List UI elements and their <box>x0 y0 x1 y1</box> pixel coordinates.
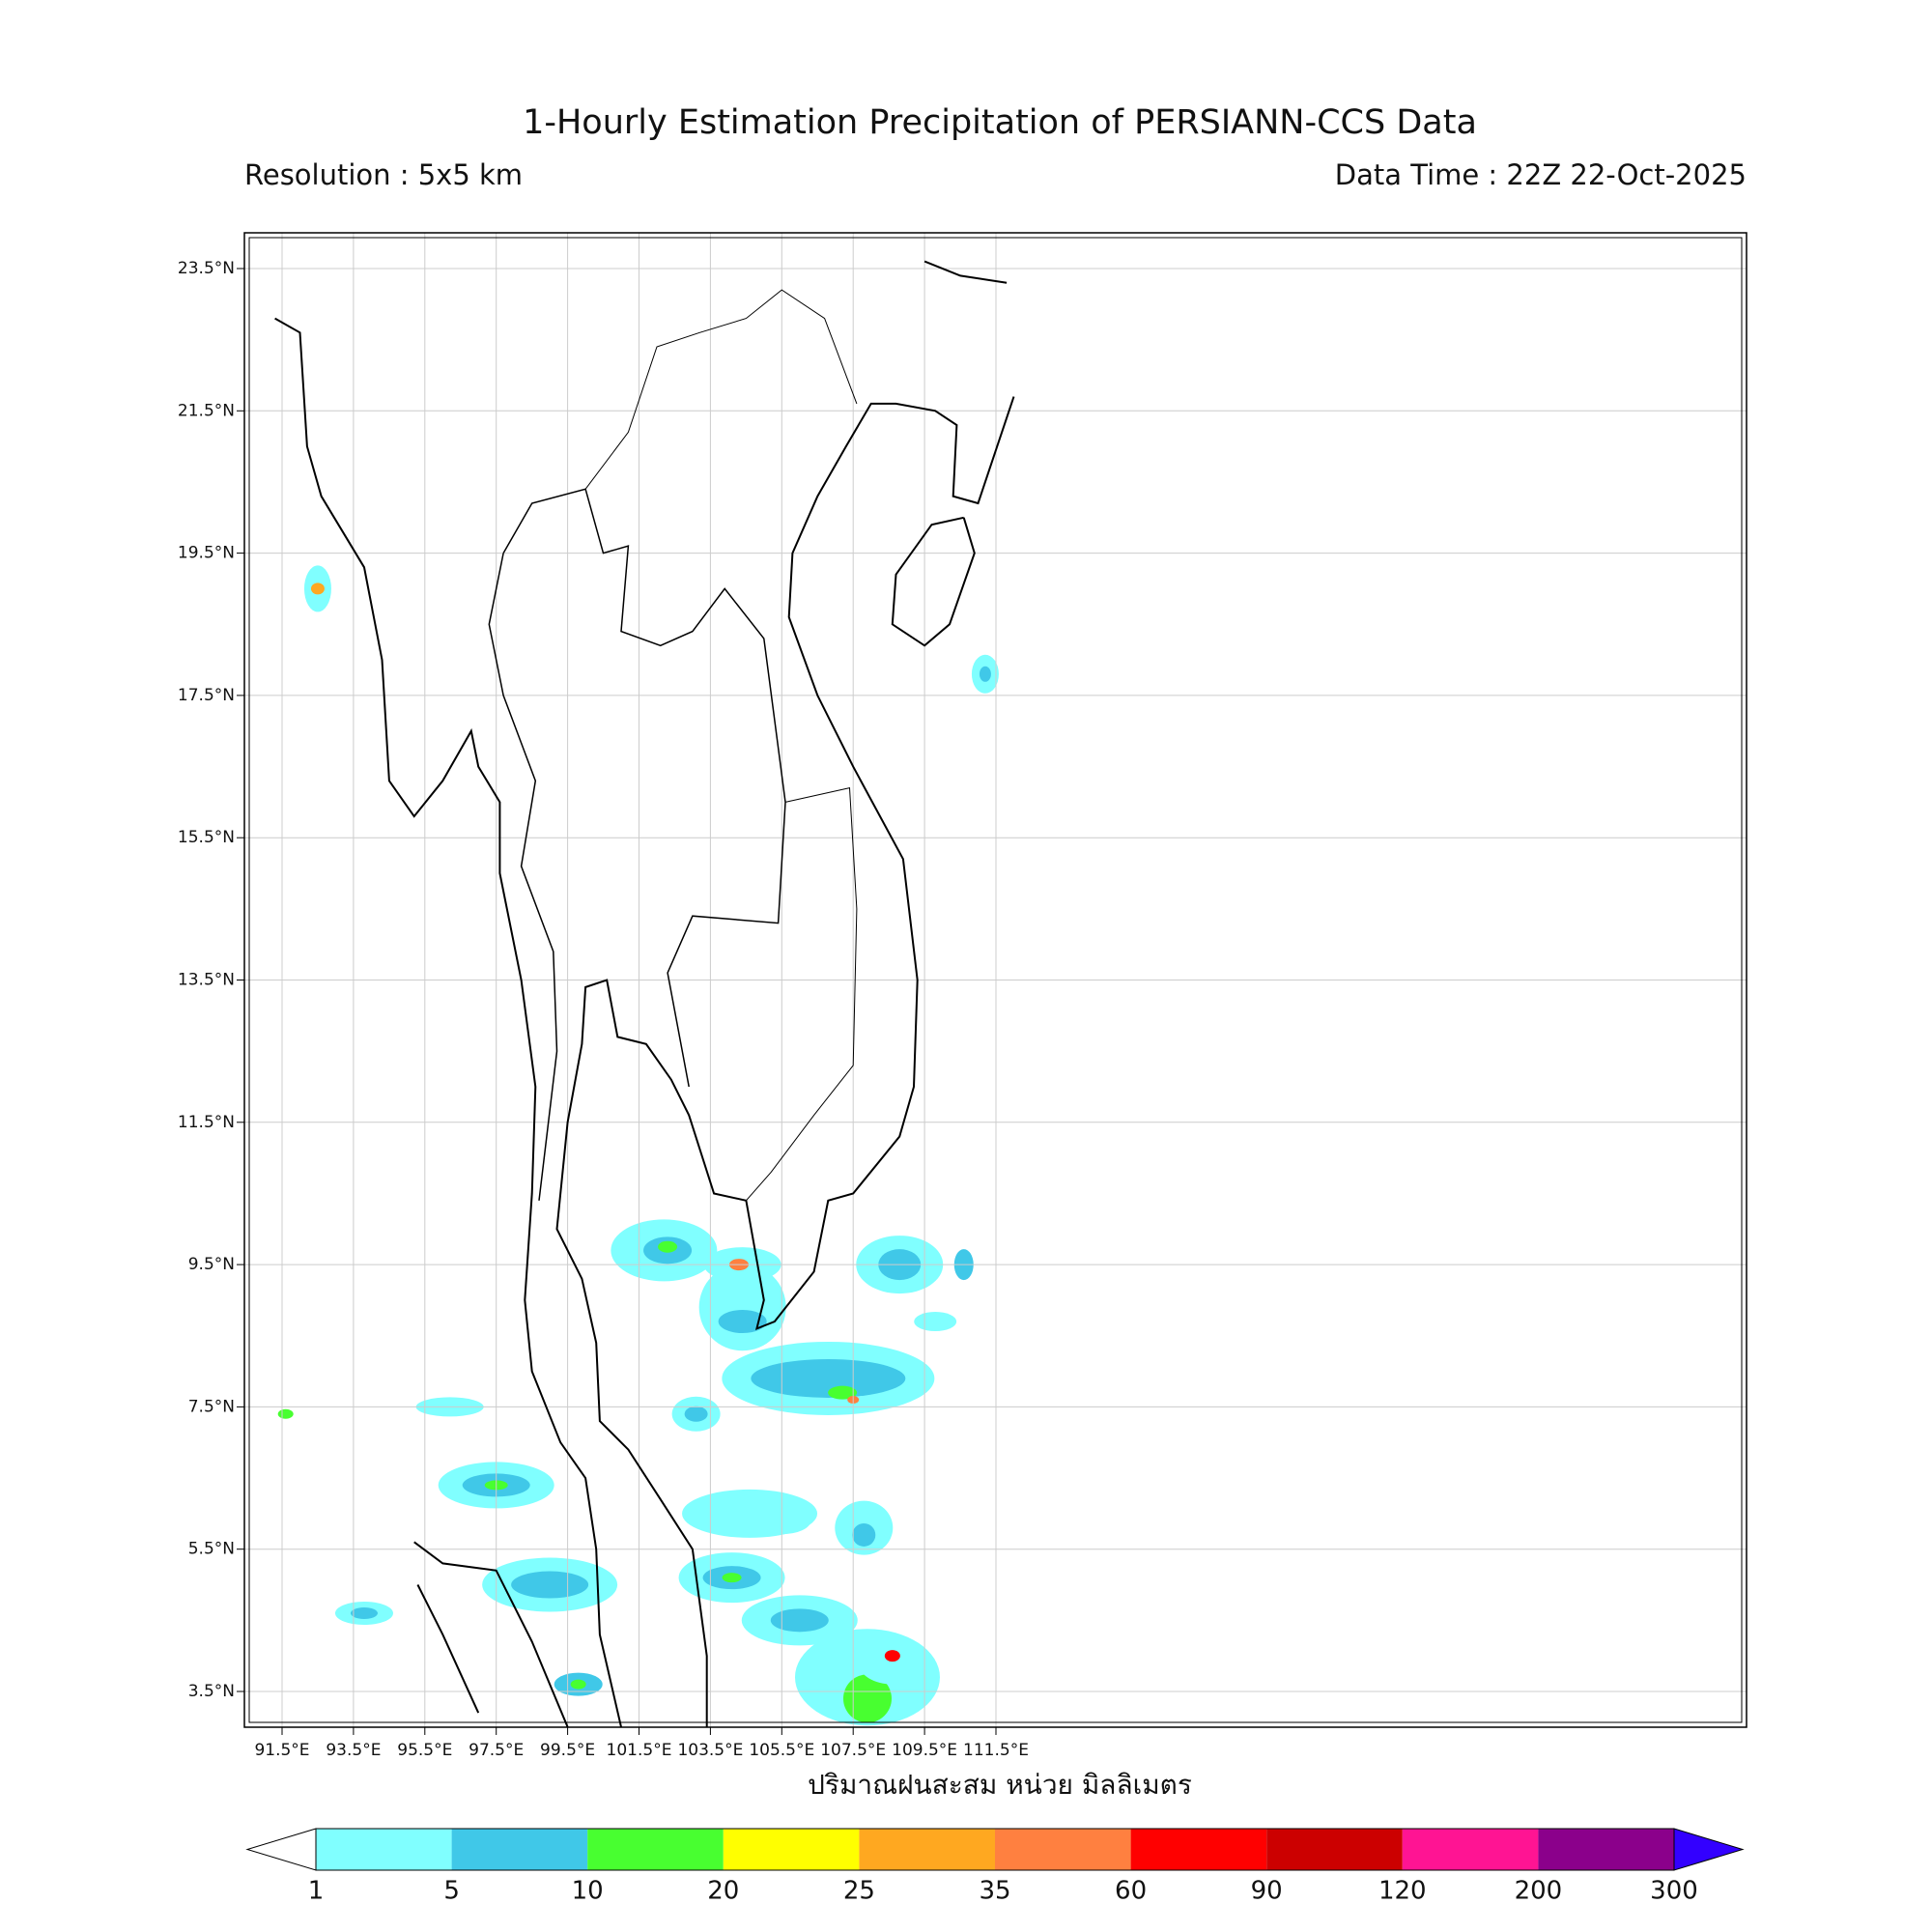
coastline <box>274 317 622 1727</box>
precip-area <box>722 1573 742 1583</box>
lon-tick-label: 93.5°E <box>326 1741 381 1760</box>
x-axis-label: ปริมาณฝนสะสม หน่วย มิลลิเมตร <box>808 1769 1192 1801</box>
map-area <box>244 233 1747 1727</box>
colorbar-label: 90 <box>1251 1877 1283 1906</box>
border <box>502 488 786 1088</box>
lat-tick-label: 13.5°N <box>178 971 235 990</box>
colorbar-label: 10 <box>572 1877 604 1906</box>
resolution: Resolution : 5x5 km <box>244 158 523 191</box>
colorbar-under <box>245 1828 317 1871</box>
lon-tick-label: 109.5°E <box>892 1741 957 1760</box>
precip-area <box>718 1310 767 1334</box>
lat-tick-label: 3.5°N <box>188 1682 235 1701</box>
colorbar-segment <box>451 1829 588 1870</box>
precip-area <box>852 1522 876 1547</box>
colorbar-label: 5 <box>443 1877 460 1906</box>
precip-area <box>979 666 991 682</box>
precip-area <box>858 1641 926 1685</box>
colorbar-label: 300 <box>1650 1877 1698 1906</box>
precip-area <box>751 1358 906 1398</box>
precip-area <box>884 1650 900 1662</box>
lon-tick-label: 111.5°E <box>963 1741 1029 1760</box>
colorbar-label: 200 <box>1515 1877 1563 1906</box>
coastline <box>416 1584 480 1714</box>
lon-tick-label: 101.5°E <box>607 1741 672 1760</box>
map-inner-frame <box>248 237 1743 1723</box>
precip-area <box>914 1312 957 1332</box>
precip-area <box>658 1240 678 1253</box>
colorbar-frame <box>315 1828 1675 1871</box>
colorbar-segment <box>1538 1829 1674 1870</box>
lat-tick-label: 17.5°N <box>178 686 235 705</box>
colorbar-segment <box>1266 1829 1403 1870</box>
title: 1-Hourly Estimation Precipitation of PER… <box>523 103 1477 142</box>
colorbar-segment <box>859 1829 995 1870</box>
colorbar-label: 35 <box>979 1877 1010 1906</box>
coastline <box>923 260 1008 284</box>
colorbar-label: 60 <box>1115 1877 1147 1906</box>
colorbar-over <box>1673 1828 1745 1871</box>
precip-area <box>842 1674 892 1723</box>
coastline <box>555 396 1015 1727</box>
coastline <box>413 1541 569 1727</box>
colorbar-label: 1 <box>308 1877 325 1906</box>
lon-tick-label: 91.5°E <box>254 1741 309 1760</box>
border <box>488 553 558 1201</box>
colorbar-segment <box>1130 1829 1267 1870</box>
colorbar-label: 25 <box>843 1877 875 1906</box>
lat-tick-label: 5.5°N <box>188 1540 235 1559</box>
lat-tick-label: 9.5°N <box>188 1255 235 1274</box>
lon-tick-label: 99.5°E <box>540 1741 595 1760</box>
colorbar-segment <box>1402 1829 1539 1870</box>
lat-tick-label: 19.5°N <box>178 544 235 563</box>
lon-tick-label: 103.5°E <box>677 1741 743 1760</box>
lon-tick-label: 105.5°E <box>749 1741 814 1760</box>
lat-tick-label: 21.5°N <box>178 401 235 420</box>
lon-tick-label: 107.5°E <box>820 1741 886 1760</box>
colorbar-segment <box>316 1829 452 1870</box>
precip-area <box>770 1608 829 1633</box>
precip-area <box>684 1406 708 1422</box>
precip-area <box>350 1606 378 1619</box>
border <box>584 289 858 490</box>
precip-area <box>277 1408 294 1419</box>
colorbar-segment <box>995 1829 1131 1870</box>
data-time: Data Time : 22Z 22-Oct-2025 <box>1335 158 1747 191</box>
lat-tick-label: 15.5°N <box>178 828 235 847</box>
colorbar-label: 120 <box>1378 1877 1427 1906</box>
precip-area <box>698 1264 786 1351</box>
colorbar-segment <box>723 1829 860 1870</box>
lat-tick-label: 7.5°N <box>188 1397 235 1416</box>
colorbar-segment <box>587 1829 724 1870</box>
coastline <box>891 516 976 647</box>
precip-area <box>310 582 325 595</box>
lat-tick-label: 23.5°N <box>178 259 235 278</box>
lat-tick-label: 11.5°N <box>178 1113 235 1132</box>
border <box>746 786 858 1202</box>
precip-area <box>828 1385 858 1400</box>
precip-area <box>570 1679 586 1690</box>
lon-tick-label: 95.5°E <box>397 1741 452 1760</box>
precip-area <box>511 1571 589 1599</box>
colorbar-label: 20 <box>707 1877 739 1906</box>
lon-tick-label: 97.5°E <box>469 1741 524 1760</box>
